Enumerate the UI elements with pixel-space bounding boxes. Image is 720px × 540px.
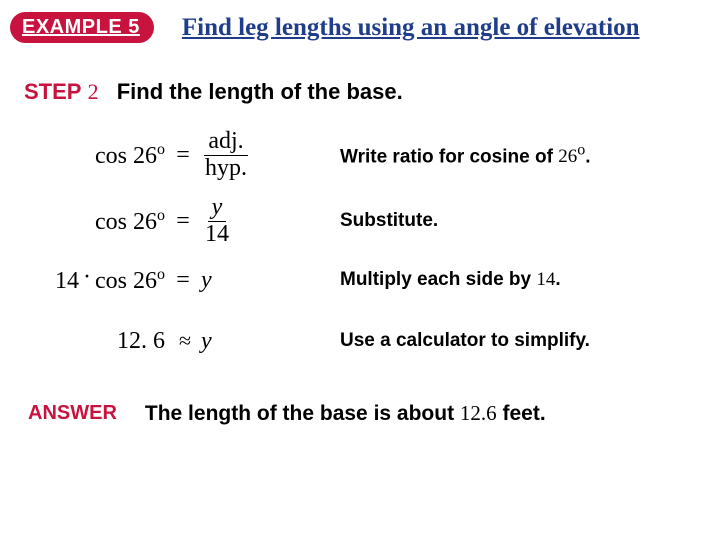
- explain-text: Write ratio for cosine of 26o.: [340, 142, 590, 168]
- work-area: cos 26o = adj. hyp. Write ratio for cosi…: [0, 125, 720, 371]
- answer-text: The length of the base is about 12.6 fee…: [145, 401, 546, 426]
- explain-text: Substitute.: [340, 210, 438, 232]
- equation-lhs: 12. 6 ≈ y: [0, 328, 340, 355]
- fraction: y 14: [201, 195, 233, 246]
- step-number: 2: [88, 79, 99, 104]
- equation-lhs: cos 26o = adj. hyp.: [0, 129, 340, 180]
- step-text: Find the length of the base.: [117, 79, 403, 104]
- step-label: STEP: [24, 79, 81, 104]
- page-title: Find leg lengths using an angle of eleva…: [182, 14, 640, 42]
- explain-text: Use a calculator to simplify.: [340, 330, 590, 352]
- fraction: adj. hyp.: [201, 129, 251, 180]
- example-badge: EXAMPLE 5: [10, 12, 154, 43]
- answer-row: ANSWER The length of the base is about 1…: [28, 401, 720, 426]
- equation-lhs: 14·cos 26o = y: [0, 266, 340, 295]
- equation-row: cos 26o = y 14 Substitute.: [0, 191, 720, 251]
- explain-text: Multiply each side by 14.: [340, 269, 561, 291]
- header: EXAMPLE 5 Find leg lengths using an angl…: [0, 0, 720, 53]
- equation-lhs: cos 26o = y 14: [0, 195, 340, 246]
- equation-row: 12. 6 ≈ y Use a calculator to simplify.: [0, 311, 720, 371]
- equation-row: cos 26o = adj. hyp. Write ratio for cosi…: [0, 125, 720, 185]
- answer-badge: ANSWER: [28, 402, 117, 425]
- equation-row: 14·cos 26o = y Multiply each side by 14.: [0, 257, 720, 303]
- step-row: STEP 2 Find the length of the base.: [24, 79, 720, 105]
